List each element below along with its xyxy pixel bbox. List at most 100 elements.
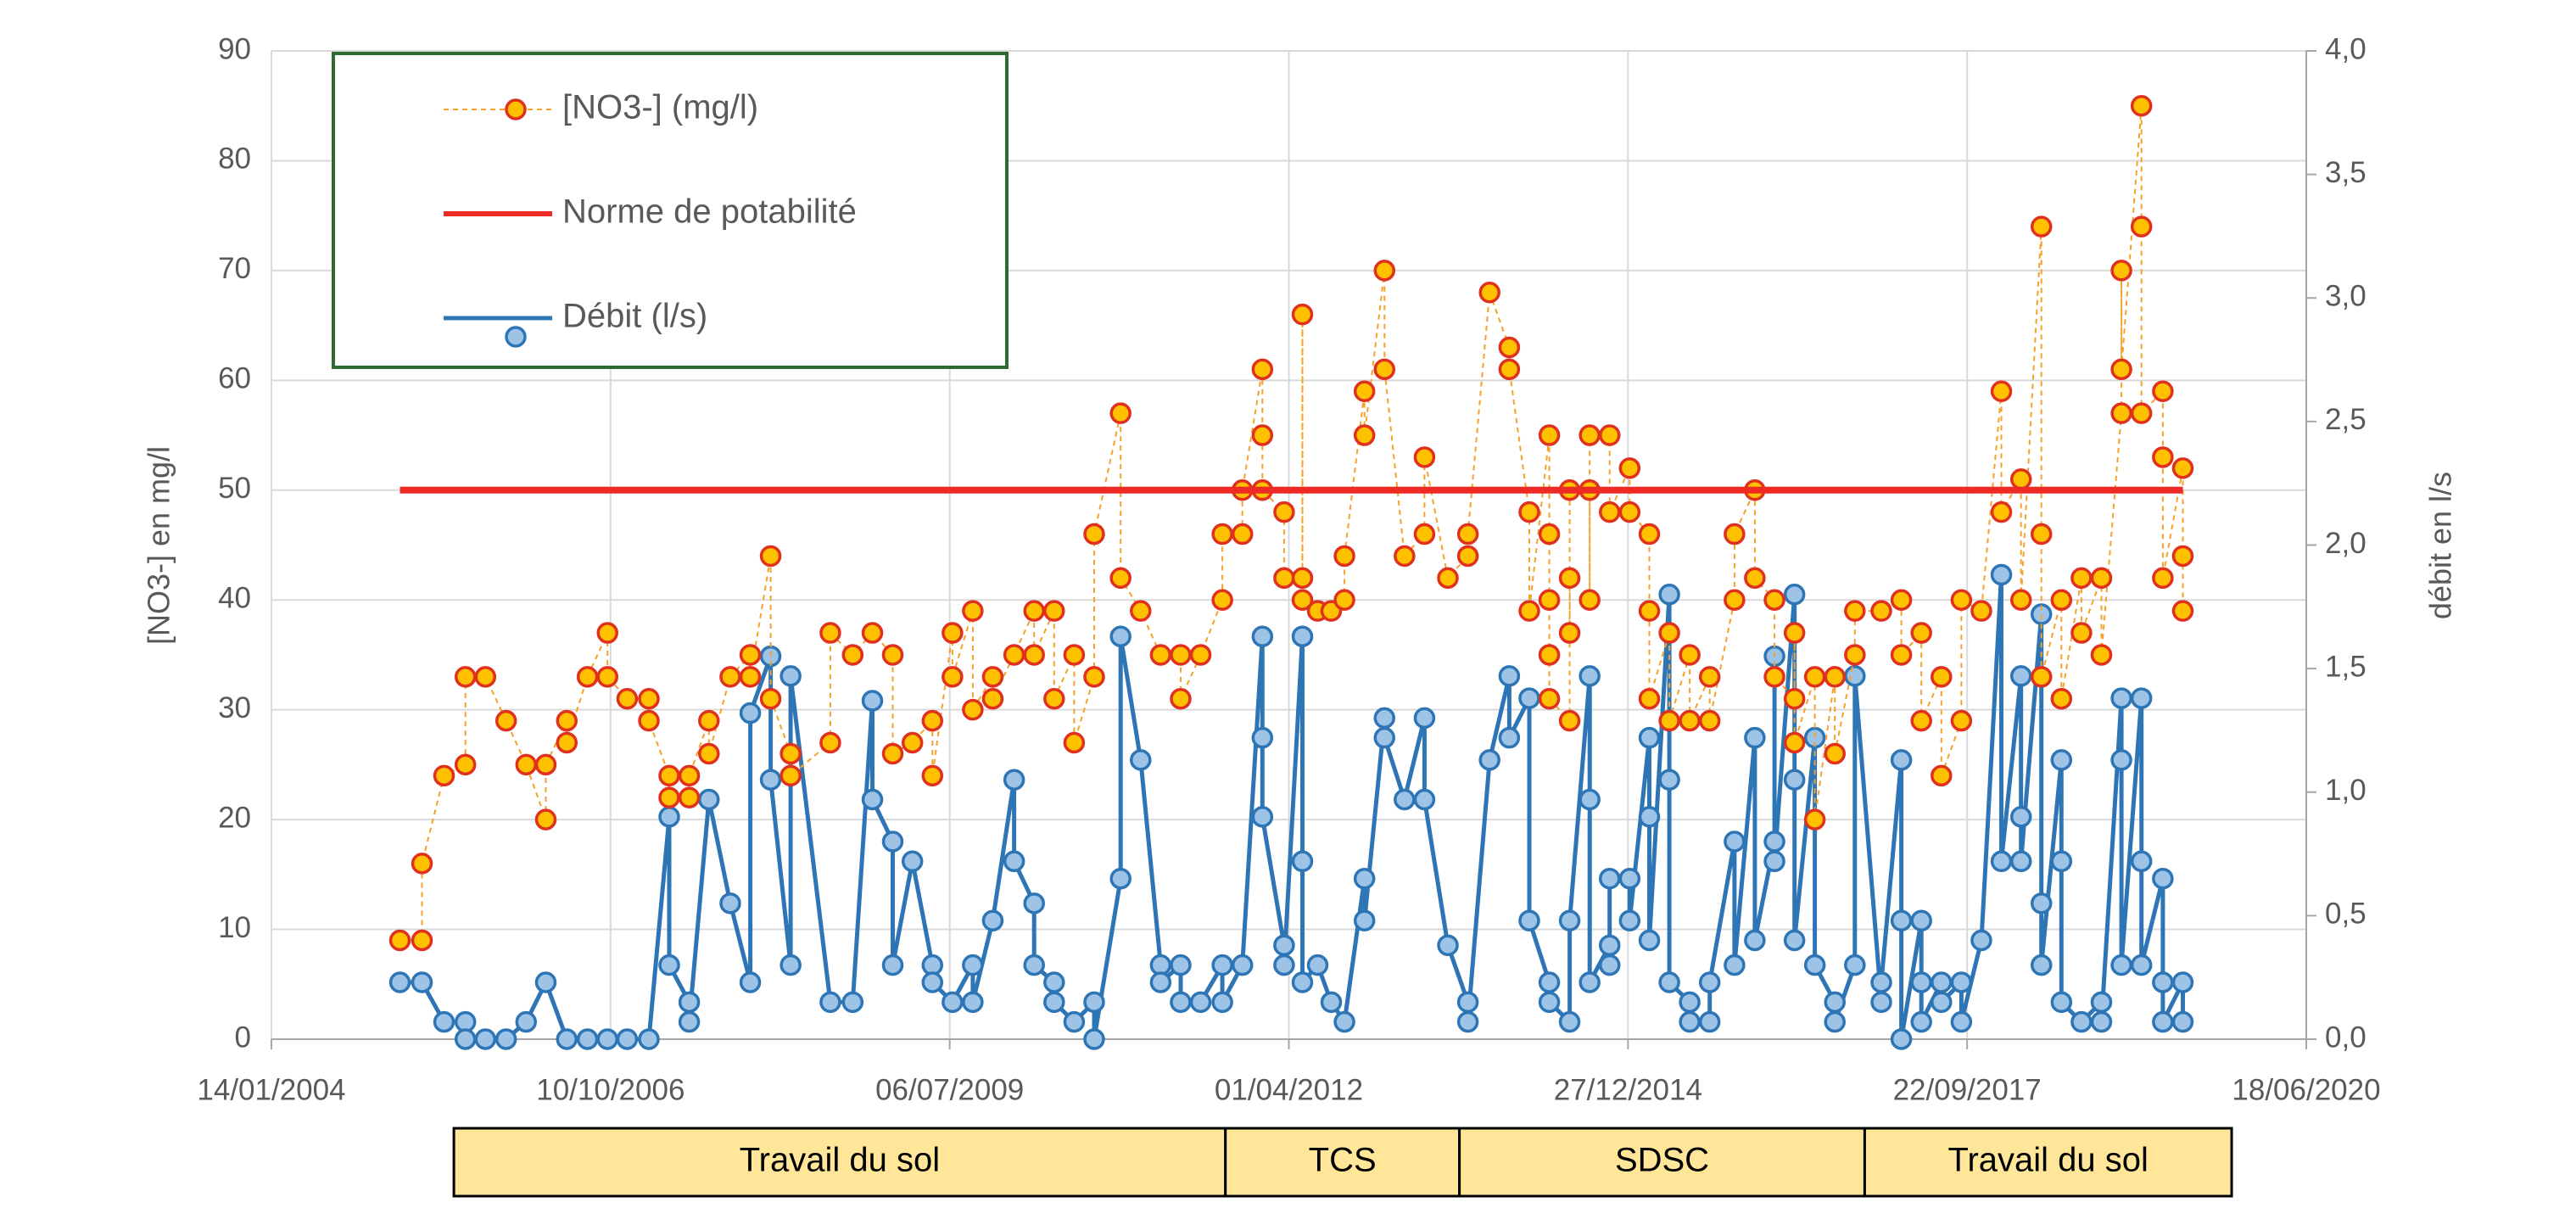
data-point xyxy=(474,1028,497,1050)
data-point xyxy=(1579,788,1601,811)
data-point xyxy=(1558,709,1581,732)
data-point xyxy=(1598,424,1621,446)
data-point xyxy=(1870,971,1892,993)
data-point xyxy=(1109,867,1132,890)
data-point xyxy=(1658,709,1680,732)
data-point xyxy=(2152,567,2174,590)
data-point xyxy=(2030,603,2053,625)
data-point xyxy=(596,622,618,644)
data-point xyxy=(1023,600,1045,622)
data-point xyxy=(1558,567,1581,590)
data-point xyxy=(1844,600,1866,622)
data-point xyxy=(1333,545,1355,568)
data-point xyxy=(1679,1010,1701,1033)
data-point xyxy=(1083,666,1105,688)
data-point xyxy=(1373,707,1396,730)
y2-tick-label: 1,5 xyxy=(2325,650,2366,683)
data-point xyxy=(2030,215,2053,238)
data-point xyxy=(1844,644,1866,666)
data-point xyxy=(556,1028,578,1050)
data-point xyxy=(2009,468,2032,490)
data-point xyxy=(1638,929,1661,952)
data-point xyxy=(2171,1010,2194,1033)
data-point xyxy=(1910,709,1932,732)
data-point xyxy=(1803,666,1826,688)
data-point xyxy=(1149,971,1172,993)
data-point xyxy=(495,709,517,732)
data-point xyxy=(1413,707,1436,730)
data-point xyxy=(1824,666,1846,688)
data-point xyxy=(861,690,884,712)
data-point xyxy=(1373,260,1396,282)
data-point xyxy=(1170,687,1192,710)
data-point xyxy=(2110,260,2132,282)
data-point xyxy=(1394,788,1416,811)
data-point xyxy=(1003,644,1025,666)
data-point xyxy=(2090,644,2113,666)
data-point xyxy=(1251,806,1274,828)
data-point xyxy=(2090,991,2113,1014)
data-point xyxy=(1149,644,1172,666)
data-point xyxy=(2070,1010,2093,1033)
data-point xyxy=(901,731,924,754)
y-tick-label: 0 xyxy=(235,1021,251,1054)
data-point xyxy=(1803,726,1826,749)
data-point xyxy=(1538,644,1561,666)
data-point xyxy=(638,687,660,710)
data-point xyxy=(1783,769,1806,791)
data-point xyxy=(1211,589,1233,611)
data-point xyxy=(2009,589,2032,611)
y-axis-title: [NO3-] en mg/l xyxy=(142,446,176,645)
data-point xyxy=(1291,589,1314,611)
data-point xyxy=(819,731,841,754)
data-point xyxy=(739,702,762,724)
data-point xyxy=(678,786,701,808)
data-point xyxy=(881,742,904,765)
data-point xyxy=(1538,687,1561,710)
data-point xyxy=(1579,424,1601,446)
data-point xyxy=(1618,867,1641,890)
data-point xyxy=(1783,622,1806,644)
data-point xyxy=(1023,644,1045,666)
data-point xyxy=(942,622,964,644)
data-point xyxy=(1498,726,1521,749)
data-point xyxy=(1698,709,1721,732)
data-point xyxy=(739,971,762,993)
data-point xyxy=(861,788,884,811)
data-point xyxy=(1824,991,1846,1014)
data-point xyxy=(2130,215,2153,238)
data-point xyxy=(981,909,1004,931)
data-point xyxy=(1763,666,1785,688)
data-point xyxy=(1558,909,1581,931)
data-point xyxy=(1870,600,1892,622)
y2-tick-label: 2,0 xyxy=(2325,527,2366,560)
data-point xyxy=(1273,934,1295,957)
data-point xyxy=(1950,1010,1973,1033)
data-point xyxy=(1990,501,2013,523)
data-point xyxy=(1618,909,1641,931)
data-point xyxy=(454,753,477,776)
period-label: SDSC xyxy=(1615,1142,1709,1179)
data-point xyxy=(780,742,802,765)
data-point xyxy=(942,666,964,688)
data-point xyxy=(1783,687,1806,710)
data-point xyxy=(1109,625,1132,648)
data-point xyxy=(1990,850,2013,873)
data-point xyxy=(1437,934,1459,957)
data-point xyxy=(1558,622,1581,644)
data-point xyxy=(1043,600,1065,622)
data-point xyxy=(1251,358,1274,381)
data-point xyxy=(2171,545,2194,568)
data-point xyxy=(1478,749,1500,771)
y-tick-label: 70 xyxy=(218,252,251,285)
data-point xyxy=(1763,589,1785,611)
x-tick-label: 22/09/2017 xyxy=(1893,1073,2042,1106)
data-point xyxy=(678,991,701,1014)
data-point xyxy=(1063,644,1086,666)
data-point xyxy=(1970,600,1992,622)
y-tick-label: 60 xyxy=(218,362,251,395)
data-point xyxy=(1844,665,1866,687)
data-point xyxy=(1783,584,1806,606)
data-point xyxy=(1437,567,1459,590)
